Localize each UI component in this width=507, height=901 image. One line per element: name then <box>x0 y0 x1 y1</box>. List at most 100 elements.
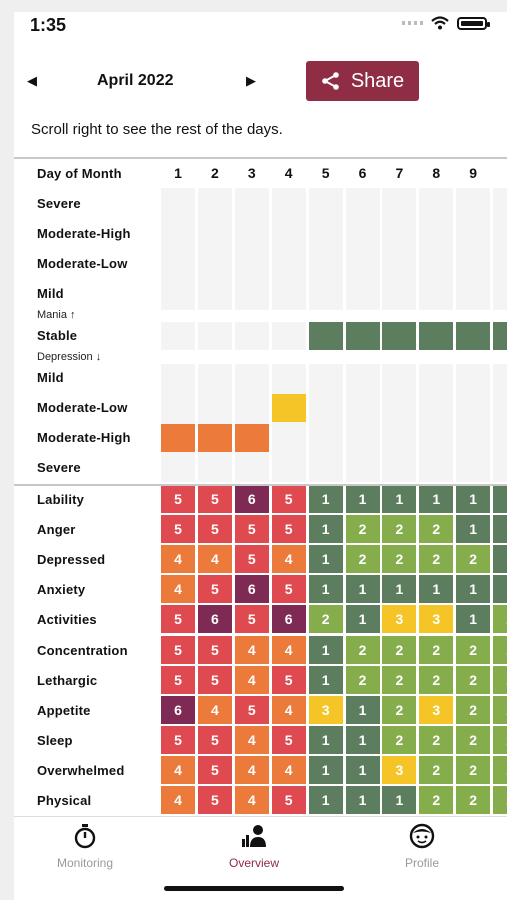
symptom-score-cell[interactable]: 1 <box>456 575 491 604</box>
symptom-score-cell[interactable]: 2 <box>382 515 417 544</box>
symptom-score-cell[interactable]: 1 <box>308 635 343 664</box>
symptom-score-cell[interactable]: 1 <box>308 515 343 544</box>
symptom-score-cell[interactable]: 2 <box>493 695 507 724</box>
symptom-score-cell[interactable]: 4 <box>197 545 232 574</box>
symptom-score-cell[interactable]: 4 <box>161 786 195 814</box>
symptom-score-cell[interactable]: 2 <box>456 755 491 784</box>
symptom-score-cell[interactable]: 2 <box>419 755 454 784</box>
symptom-score-cell[interactable]: 5 <box>161 665 195 694</box>
symptom-score-cell[interactable]: 6 <box>271 605 306 634</box>
mood-cell[interactable] <box>345 322 380 350</box>
symptom-score-cell[interactable]: 5 <box>271 725 306 754</box>
symptom-score-cell[interactable]: 5 <box>197 786 232 814</box>
symptom-score-cell[interactable]: 2 <box>419 725 454 754</box>
symptom-score-cell[interactable]: 5 <box>161 485 195 513</box>
tab-monitoring[interactable]: Monitoring <box>20 817 150 870</box>
symptom-score-cell[interactable]: 3 <box>382 755 417 784</box>
symptom-score-cell[interactable]: 4 <box>161 545 195 574</box>
symptom-score-cell[interactable]: 4 <box>234 725 269 754</box>
symptom-score-cell[interactable]: 1 <box>493 545 507 574</box>
symptom-score-cell[interactable]: 4 <box>271 695 306 724</box>
symptom-score-cell[interactable]: 2 <box>419 665 454 694</box>
symptom-score-cell[interactable]: 2 <box>493 665 507 694</box>
symptom-score-cell[interactable]: 1 <box>345 485 380 513</box>
mood-cell[interactable] <box>419 322 454 350</box>
symptom-score-cell[interactable]: 5 <box>197 725 232 754</box>
symptom-score-cell[interactable]: 2 <box>493 725 507 754</box>
symptom-score-cell[interactable]: 1 <box>308 786 343 814</box>
symptom-score-cell[interactable]: 1 <box>308 725 343 754</box>
symptom-score-cell[interactable]: 2 <box>456 665 491 694</box>
symptom-score-cell[interactable]: 4 <box>234 755 269 784</box>
symptom-score-cell[interactable]: 1 <box>382 485 417 513</box>
symptom-score-cell[interactable]: 5 <box>197 665 232 694</box>
symptom-score-cell[interactable]: 2 <box>382 665 417 694</box>
mood-cell[interactable] <box>382 322 417 350</box>
mood-cell[interactable] <box>197 424 232 452</box>
symptom-score-cell[interactable]: 1 <box>493 515 507 544</box>
symptom-score-cell[interactable]: 2 <box>456 786 491 814</box>
symptom-score-cell[interactable]: 2 <box>419 515 454 544</box>
symptom-score-cell[interactable]: 5 <box>197 635 232 664</box>
symptom-score-cell[interactable]: 1 <box>493 485 507 513</box>
symptom-score-cell[interactable]: 1 <box>345 725 380 754</box>
mood-cell[interactable] <box>234 424 269 452</box>
symptom-score-cell[interactable]: 5 <box>234 605 269 634</box>
previous-month-button[interactable]: ◀ <box>27 73 37 88</box>
symptom-score-cell[interactable]: 1 <box>345 755 380 784</box>
symptom-score-cell[interactable]: 1 <box>493 575 507 604</box>
symptom-score-cell[interactable]: 2 <box>456 545 491 574</box>
symptom-score-cell[interactable]: 6 <box>161 695 195 724</box>
symptom-score-cell[interactable]: 5 <box>271 575 306 604</box>
symptom-score-cell[interactable]: 5 <box>234 545 269 574</box>
symptom-score-cell[interactable]: 2 <box>493 635 507 664</box>
symptom-score-cell[interactable]: 1 <box>345 575 380 604</box>
share-button[interactable]: Share <box>306 61 419 101</box>
symptom-score-cell[interactable]: 2 <box>308 605 343 634</box>
symptom-score-cell[interactable]: 1 <box>345 786 380 814</box>
symptom-score-cell[interactable]: 2 <box>456 635 491 664</box>
mood-cell[interactable] <box>456 322 491 350</box>
symptom-score-cell[interactable]: 5 <box>161 605 195 634</box>
symptom-score-cell[interactable]: 5 <box>161 725 195 754</box>
symptom-score-cell[interactable]: 1 <box>382 575 417 604</box>
symptom-score-cell[interactable]: 2 <box>493 755 507 784</box>
symptom-score-cell[interactable]: 2 <box>419 635 454 664</box>
symptom-score-cell[interactable]: 2 <box>419 786 454 814</box>
symptom-score-cell[interactable]: 1 <box>456 515 491 544</box>
symptom-score-cell[interactable]: 2 <box>456 725 491 754</box>
symptom-score-cell[interactable]: 1 <box>345 605 380 634</box>
symptom-score-cell[interactable]: 6 <box>234 485 269 513</box>
symptom-score-cell[interactable]: 1 <box>308 575 343 604</box>
tab-overview[interactable]: Overview <box>189 817 319 870</box>
next-month-button[interactable]: ▶ <box>246 73 256 88</box>
symptom-score-cell[interactable]: 2 <box>456 695 491 724</box>
symptom-score-cell[interactable]: 2 <box>382 695 417 724</box>
symptom-score-cell[interactable]: 4 <box>234 635 269 664</box>
symptom-score-cell[interactable]: 2 <box>493 786 507 814</box>
mood-cell[interactable] <box>161 424 195 452</box>
symptom-score-cell[interactable]: 1 <box>308 485 343 513</box>
symptom-score-cell[interactable]: 1 <box>345 695 380 724</box>
symptom-score-cell[interactable]: 3 <box>419 695 454 724</box>
symptom-score-cell[interactable]: 4 <box>271 635 306 664</box>
symptom-score-cell[interactable]: 5 <box>271 485 306 513</box>
symptom-score-cell[interactable]: 5 <box>271 665 306 694</box>
symptom-score-cell[interactable]: 3 <box>419 605 454 634</box>
symptom-score-cell[interactable]: 2 <box>493 605 507 634</box>
symptom-score-cell[interactable]: 2 <box>382 725 417 754</box>
symptom-score-cell[interactable]: 2 <box>345 515 380 544</box>
symptom-score-cell[interactable]: 2 <box>345 635 380 664</box>
symptom-score-cell[interactable]: 2 <box>345 665 380 694</box>
symptom-score-cell[interactable]: 5 <box>271 786 306 814</box>
symptom-score-cell[interactable]: 6 <box>234 575 269 604</box>
symptom-score-cell[interactable]: 2 <box>382 545 417 574</box>
symptom-score-cell[interactable]: 1 <box>308 755 343 784</box>
symptom-score-cell[interactable]: 4 <box>271 755 306 784</box>
symptom-score-cell[interactable]: 5 <box>234 515 269 544</box>
symptom-score-cell[interactable]: 5 <box>197 755 232 784</box>
mood-cell[interactable] <box>308 322 343 350</box>
symptom-score-cell[interactable]: 5 <box>161 515 195 544</box>
symptom-score-cell[interactable]: 4 <box>197 695 232 724</box>
symptom-score-cell[interactable]: 1 <box>456 485 491 513</box>
